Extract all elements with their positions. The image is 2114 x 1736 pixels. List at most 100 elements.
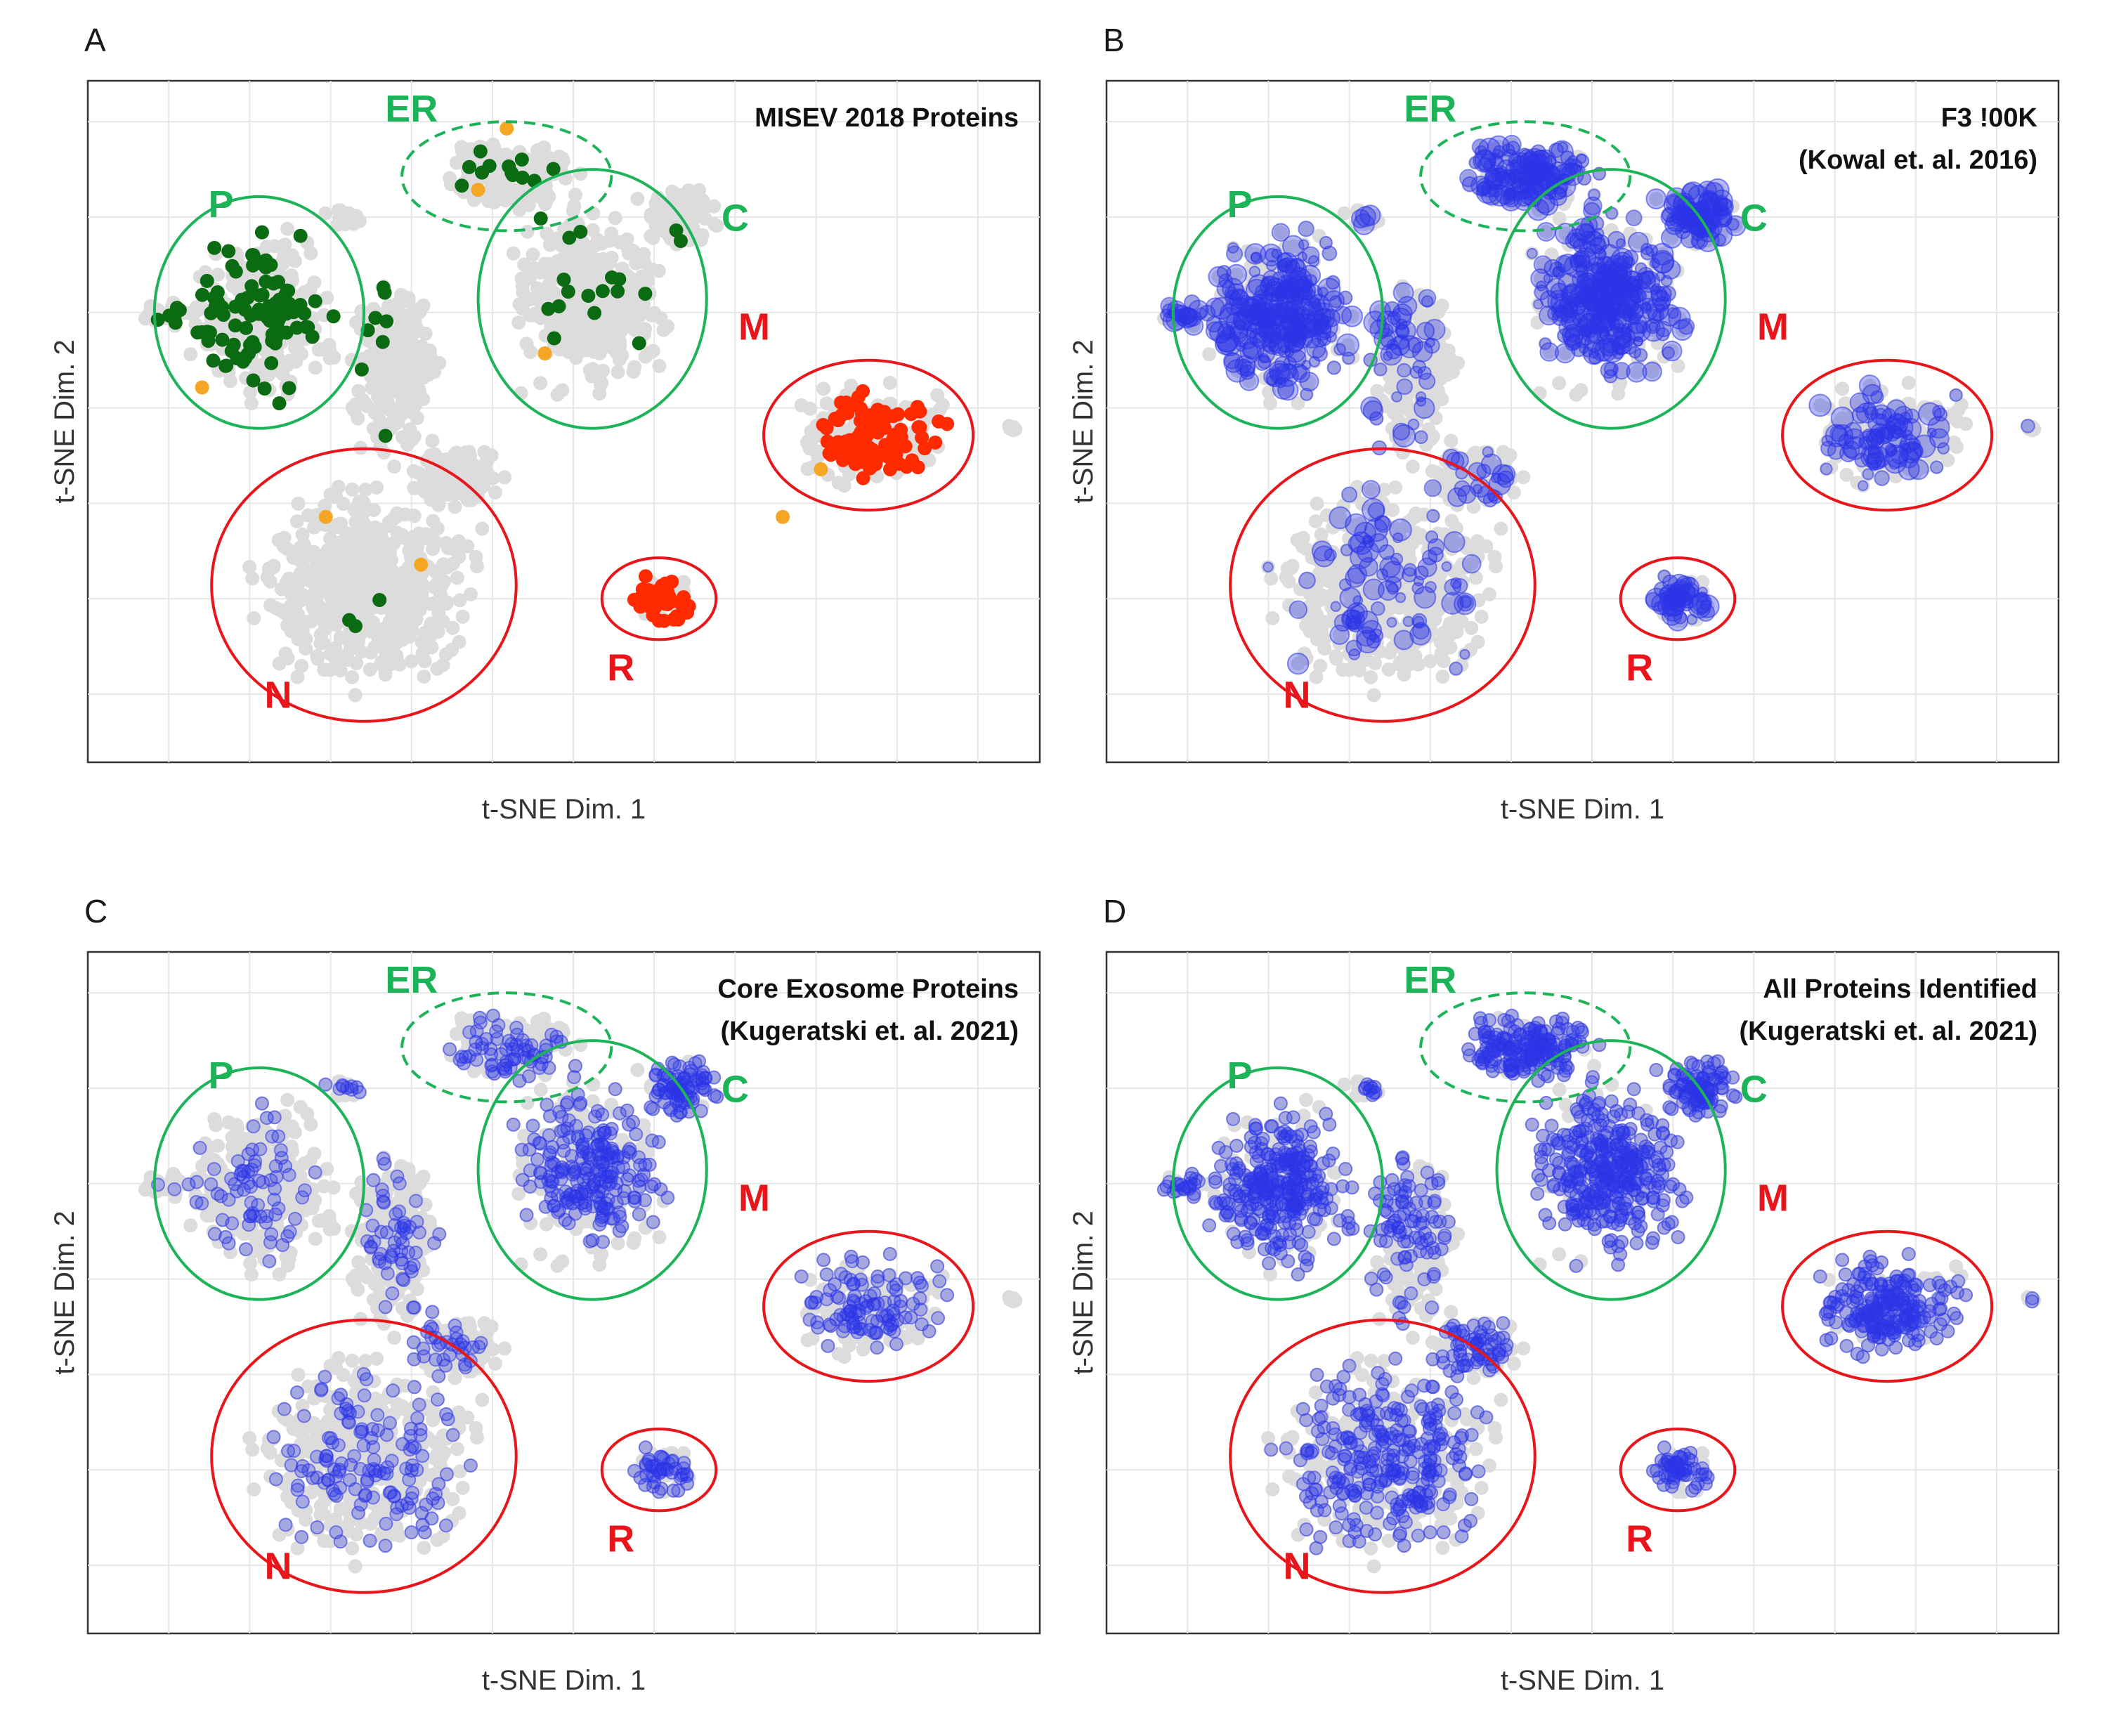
plot-title: MISEV 2018 Proteins <box>755 103 1019 133</box>
background-point <box>379 547 393 562</box>
negative-marker-point <box>823 448 838 462</box>
background-point <box>542 150 556 165</box>
positive-marker-point <box>673 234 688 249</box>
background-point <box>577 242 592 256</box>
background-point <box>416 531 431 546</box>
background-point <box>404 335 419 350</box>
background-point <box>416 299 431 313</box>
background-point <box>622 246 637 261</box>
background-point <box>242 560 257 575</box>
background-point <box>1557 197 1572 211</box>
background-point <box>547 285 561 300</box>
plot-title-line: MISEV 2018 Proteins <box>755 103 1019 133</box>
background-point <box>882 375 897 390</box>
background-point <box>568 188 582 202</box>
background-point <box>641 273 655 288</box>
negative-marker-point <box>928 435 943 450</box>
background-point <box>312 556 327 571</box>
background-point <box>452 634 466 649</box>
background-point <box>370 480 384 495</box>
background-point <box>656 322 671 337</box>
negative-marker-point <box>671 612 686 627</box>
background-point <box>380 386 395 401</box>
background-point <box>410 410 424 425</box>
background-point <box>310 651 325 666</box>
background-point <box>377 445 391 460</box>
negative-marker-point <box>887 427 901 442</box>
region-ellipse-r <box>600 556 718 641</box>
background-point <box>1345 309 1359 324</box>
background-point <box>405 580 419 594</box>
positive-marker-point <box>246 373 261 388</box>
background-point <box>363 662 377 677</box>
background-point <box>1446 365 1461 379</box>
positive-marker-point <box>368 311 383 325</box>
background-point <box>455 609 470 624</box>
background-point <box>318 498 332 513</box>
background-point <box>356 351 371 366</box>
positive-marker-point <box>226 337 241 352</box>
background-point <box>385 415 400 429</box>
positive-marker-point <box>308 294 322 308</box>
background-point <box>1326 360 1341 375</box>
background-point <box>1951 403 1966 417</box>
positive-marker-point <box>379 314 394 329</box>
background-point <box>656 207 671 221</box>
positive-marker-point <box>375 334 390 349</box>
positive-marker-point <box>561 285 575 299</box>
other-marker-point <box>814 462 828 476</box>
background-point <box>296 537 311 552</box>
background-point <box>245 571 260 586</box>
background-point <box>462 458 477 473</box>
background-point <box>634 301 648 316</box>
positive-marker-point <box>562 230 577 245</box>
background-point <box>698 211 712 226</box>
background-point <box>346 583 360 598</box>
positive-marker-point <box>195 287 209 302</box>
background-point <box>389 636 404 651</box>
background-point <box>412 603 427 618</box>
negative-marker-point <box>848 457 863 471</box>
background-point <box>816 381 831 396</box>
background-point <box>597 295 612 310</box>
background-point <box>266 559 281 573</box>
background-point <box>272 656 287 671</box>
background-point <box>1291 396 1305 411</box>
background-point <box>424 628 438 643</box>
background-point <box>449 155 464 170</box>
background-point <box>338 217 353 232</box>
region-ellipse-p <box>152 195 365 430</box>
background-point <box>1494 521 1508 536</box>
background-point <box>448 447 462 462</box>
positive-marker-point <box>372 593 387 608</box>
positive-marker-point <box>297 306 312 321</box>
background-point <box>430 661 445 676</box>
positive-marker-point <box>556 272 571 287</box>
background-point <box>627 322 642 337</box>
background-point <box>398 507 413 522</box>
background-point <box>395 385 410 400</box>
negative-marker-point <box>918 441 932 456</box>
background-point <box>243 385 258 400</box>
background-point <box>1435 299 1449 313</box>
background-point <box>378 667 393 682</box>
background-point <box>1299 221 1314 236</box>
positive-marker-point <box>377 285 392 300</box>
background-point <box>358 483 373 497</box>
background-point <box>609 301 624 316</box>
background-point <box>293 568 308 583</box>
background-point <box>259 240 274 254</box>
negative-marker-point <box>831 413 846 428</box>
background-point <box>405 432 419 447</box>
negative-marker-point <box>658 576 673 591</box>
background-point <box>374 532 389 547</box>
region-ellipse-er <box>400 120 613 233</box>
background-point <box>794 398 809 412</box>
background-point <box>307 520 322 535</box>
background-point <box>425 433 440 448</box>
background-point <box>452 593 467 608</box>
positive-marker-point <box>245 248 260 263</box>
background-point <box>804 424 819 438</box>
background-point <box>665 184 679 199</box>
background-point <box>1435 392 1449 407</box>
